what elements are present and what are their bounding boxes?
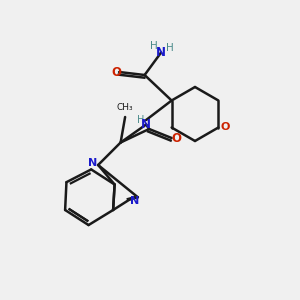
Text: H: H [137,115,144,125]
Text: H: H [166,43,173,53]
Text: O: O [171,131,181,145]
Text: O: O [220,122,230,133]
Text: CH₃: CH₃ [117,103,134,112]
Text: N: N [88,158,97,169]
Text: H: H [150,41,158,51]
Text: N: N [141,118,151,131]
Text: N: N [130,196,140,206]
Text: N: N [156,46,166,59]
Text: O: O [111,65,121,79]
